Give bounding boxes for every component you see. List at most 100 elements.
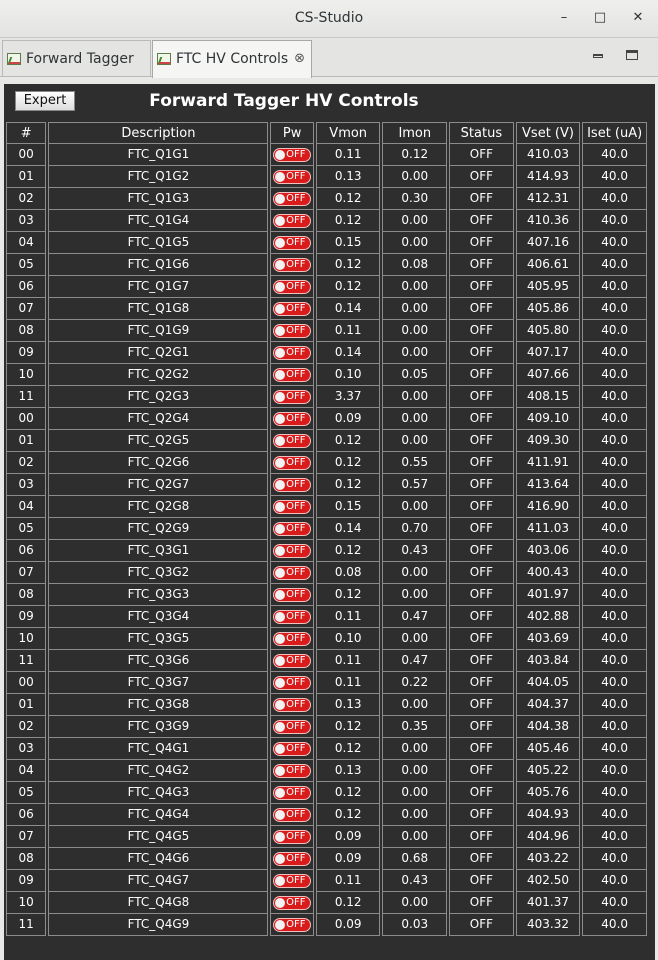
vset-value[interactable]: 408.15 xyxy=(515,386,581,408)
iset-value[interactable]: 40.0 xyxy=(582,628,647,650)
iset-value[interactable]: 40.0 xyxy=(582,254,647,276)
power-toggle[interactable]: OFF xyxy=(270,870,314,892)
vset-value[interactable]: 402.88 xyxy=(515,606,581,628)
iset-value[interactable]: 40.0 xyxy=(582,144,647,166)
iset-value[interactable]: 40.0 xyxy=(582,408,647,430)
power-toggle[interactable]: OFF xyxy=(270,760,314,782)
iset-value[interactable]: 40.0 xyxy=(582,540,647,562)
iset-value[interactable]: 40.0 xyxy=(582,826,647,848)
vset-value[interactable]: 401.37 xyxy=(515,892,581,914)
vset-value[interactable]: 405.86 xyxy=(515,298,581,320)
vset-value[interactable]: 403.84 xyxy=(515,650,581,672)
power-toggle[interactable]: OFF xyxy=(270,562,314,584)
iset-value[interactable]: 40.0 xyxy=(582,848,647,870)
power-toggle-switch[interactable]: OFF xyxy=(273,521,312,536)
vset-value[interactable]: 404.93 xyxy=(515,804,581,826)
power-toggle-switch[interactable]: OFF xyxy=(273,345,312,360)
iset-value[interactable]: 40.0 xyxy=(582,738,647,760)
power-toggle-switch[interactable]: OFF xyxy=(273,653,312,668)
iset-value[interactable]: 40.0 xyxy=(582,430,647,452)
power-toggle[interactable]: OFF xyxy=(270,496,314,518)
power-toggle[interactable]: OFF xyxy=(270,672,314,694)
power-toggle[interactable]: OFF xyxy=(270,430,314,452)
power-toggle[interactable]: OFF xyxy=(270,826,314,848)
power-toggle-switch[interactable]: OFF xyxy=(273,543,312,558)
power-toggle-switch[interactable]: OFF xyxy=(273,565,312,580)
vset-value[interactable]: 400.43 xyxy=(515,562,581,584)
iset-value[interactable]: 40.0 xyxy=(582,364,647,386)
vset-value[interactable]: 405.80 xyxy=(515,320,581,342)
power-toggle[interactable]: OFF xyxy=(270,386,314,408)
vset-value[interactable]: 403.69 xyxy=(515,628,581,650)
power-toggle[interactable]: OFF xyxy=(270,738,314,760)
power-toggle-switch[interactable]: OFF xyxy=(273,301,312,316)
iset-value[interactable]: 40.0 xyxy=(582,782,647,804)
vset-value[interactable]: 410.36 xyxy=(515,210,581,232)
iset-value[interactable]: 40.0 xyxy=(582,650,647,672)
vset-value[interactable]: 410.03 xyxy=(515,144,581,166)
power-toggle-switch[interactable]: OFF xyxy=(273,411,312,426)
power-toggle-switch[interactable]: OFF xyxy=(273,719,312,734)
iset-value[interactable]: 40.0 xyxy=(582,716,647,738)
iset-value[interactable]: 40.0 xyxy=(582,232,647,254)
iset-value[interactable]: 40.0 xyxy=(582,804,647,826)
minimize-icon[interactable]: – xyxy=(560,10,568,25)
power-toggle[interactable]: OFF xyxy=(270,540,314,562)
power-toggle[interactable]: OFF xyxy=(270,144,314,166)
power-toggle[interactable]: OFF xyxy=(270,320,314,342)
power-toggle[interactable]: OFF xyxy=(270,210,314,232)
vset-value[interactable]: 404.37 xyxy=(515,694,581,716)
power-toggle[interactable]: OFF xyxy=(270,364,314,386)
iset-value[interactable]: 40.0 xyxy=(582,188,647,210)
iset-value[interactable]: 40.0 xyxy=(582,452,647,474)
power-toggle-switch[interactable]: OFF xyxy=(273,257,312,272)
iset-value[interactable]: 40.0 xyxy=(582,870,647,892)
view-minimize-icon[interactable] xyxy=(593,54,603,58)
power-toggle-switch[interactable]: OFF xyxy=(273,741,312,756)
power-toggle[interactable]: OFF xyxy=(270,188,314,210)
power-toggle-switch[interactable]: OFF xyxy=(273,499,312,514)
vset-value[interactable]: 404.05 xyxy=(515,672,581,694)
iset-value[interactable]: 40.0 xyxy=(582,298,647,320)
power-toggle[interactable]: OFF xyxy=(270,584,314,606)
vset-value[interactable]: 411.03 xyxy=(515,518,581,540)
iset-value[interactable]: 40.0 xyxy=(582,474,647,496)
vset-value[interactable]: 407.66 xyxy=(515,364,581,386)
power-toggle-switch[interactable]: OFF xyxy=(273,807,312,822)
power-toggle-switch[interactable]: OFF xyxy=(273,389,312,404)
iset-value[interactable]: 40.0 xyxy=(582,518,647,540)
iset-value[interactable]: 40.0 xyxy=(582,320,647,342)
iset-value[interactable]: 40.0 xyxy=(582,166,647,188)
iset-value[interactable]: 40.0 xyxy=(582,562,647,584)
power-toggle-switch[interactable]: OFF xyxy=(273,169,312,184)
vset-value[interactable]: 403.32 xyxy=(515,914,581,936)
iset-value[interactable]: 40.0 xyxy=(582,386,647,408)
maximize-icon[interactable]: □ xyxy=(593,10,607,25)
power-toggle-switch[interactable]: OFF xyxy=(273,279,312,294)
power-toggle[interactable]: OFF xyxy=(270,848,314,870)
power-toggle[interactable]: OFF xyxy=(270,804,314,826)
vset-value[interactable]: 406.61 xyxy=(515,254,581,276)
vset-value[interactable]: 407.16 xyxy=(515,232,581,254)
power-toggle-switch[interactable]: OFF xyxy=(273,829,312,844)
iset-value[interactable]: 40.0 xyxy=(582,672,647,694)
close-icon[interactable]: ✕ xyxy=(632,10,644,25)
power-toggle-switch[interactable]: OFF xyxy=(273,147,312,162)
power-toggle-switch[interactable]: OFF xyxy=(273,235,312,250)
power-toggle-switch[interactable]: OFF xyxy=(273,587,312,602)
power-toggle-switch[interactable]: OFF xyxy=(273,917,312,932)
power-toggle-switch[interactable]: OFF xyxy=(273,609,312,624)
power-toggle-switch[interactable]: OFF xyxy=(273,213,312,228)
power-toggle[interactable]: OFF xyxy=(270,276,314,298)
power-toggle[interactable]: OFF xyxy=(270,650,314,672)
power-toggle-switch[interactable]: OFF xyxy=(273,367,312,382)
vset-value[interactable]: 405.46 xyxy=(515,738,581,760)
iset-value[interactable]: 40.0 xyxy=(582,892,647,914)
vset-value[interactable]: 409.30 xyxy=(515,430,581,452)
vset-value[interactable]: 409.10 xyxy=(515,408,581,430)
vset-value[interactable]: 404.96 xyxy=(515,826,581,848)
power-toggle-switch[interactable]: OFF xyxy=(273,433,312,448)
vset-value[interactable]: 405.95 xyxy=(515,276,581,298)
power-toggle[interactable]: OFF xyxy=(270,408,314,430)
vset-value[interactable]: 413.64 xyxy=(515,474,581,496)
